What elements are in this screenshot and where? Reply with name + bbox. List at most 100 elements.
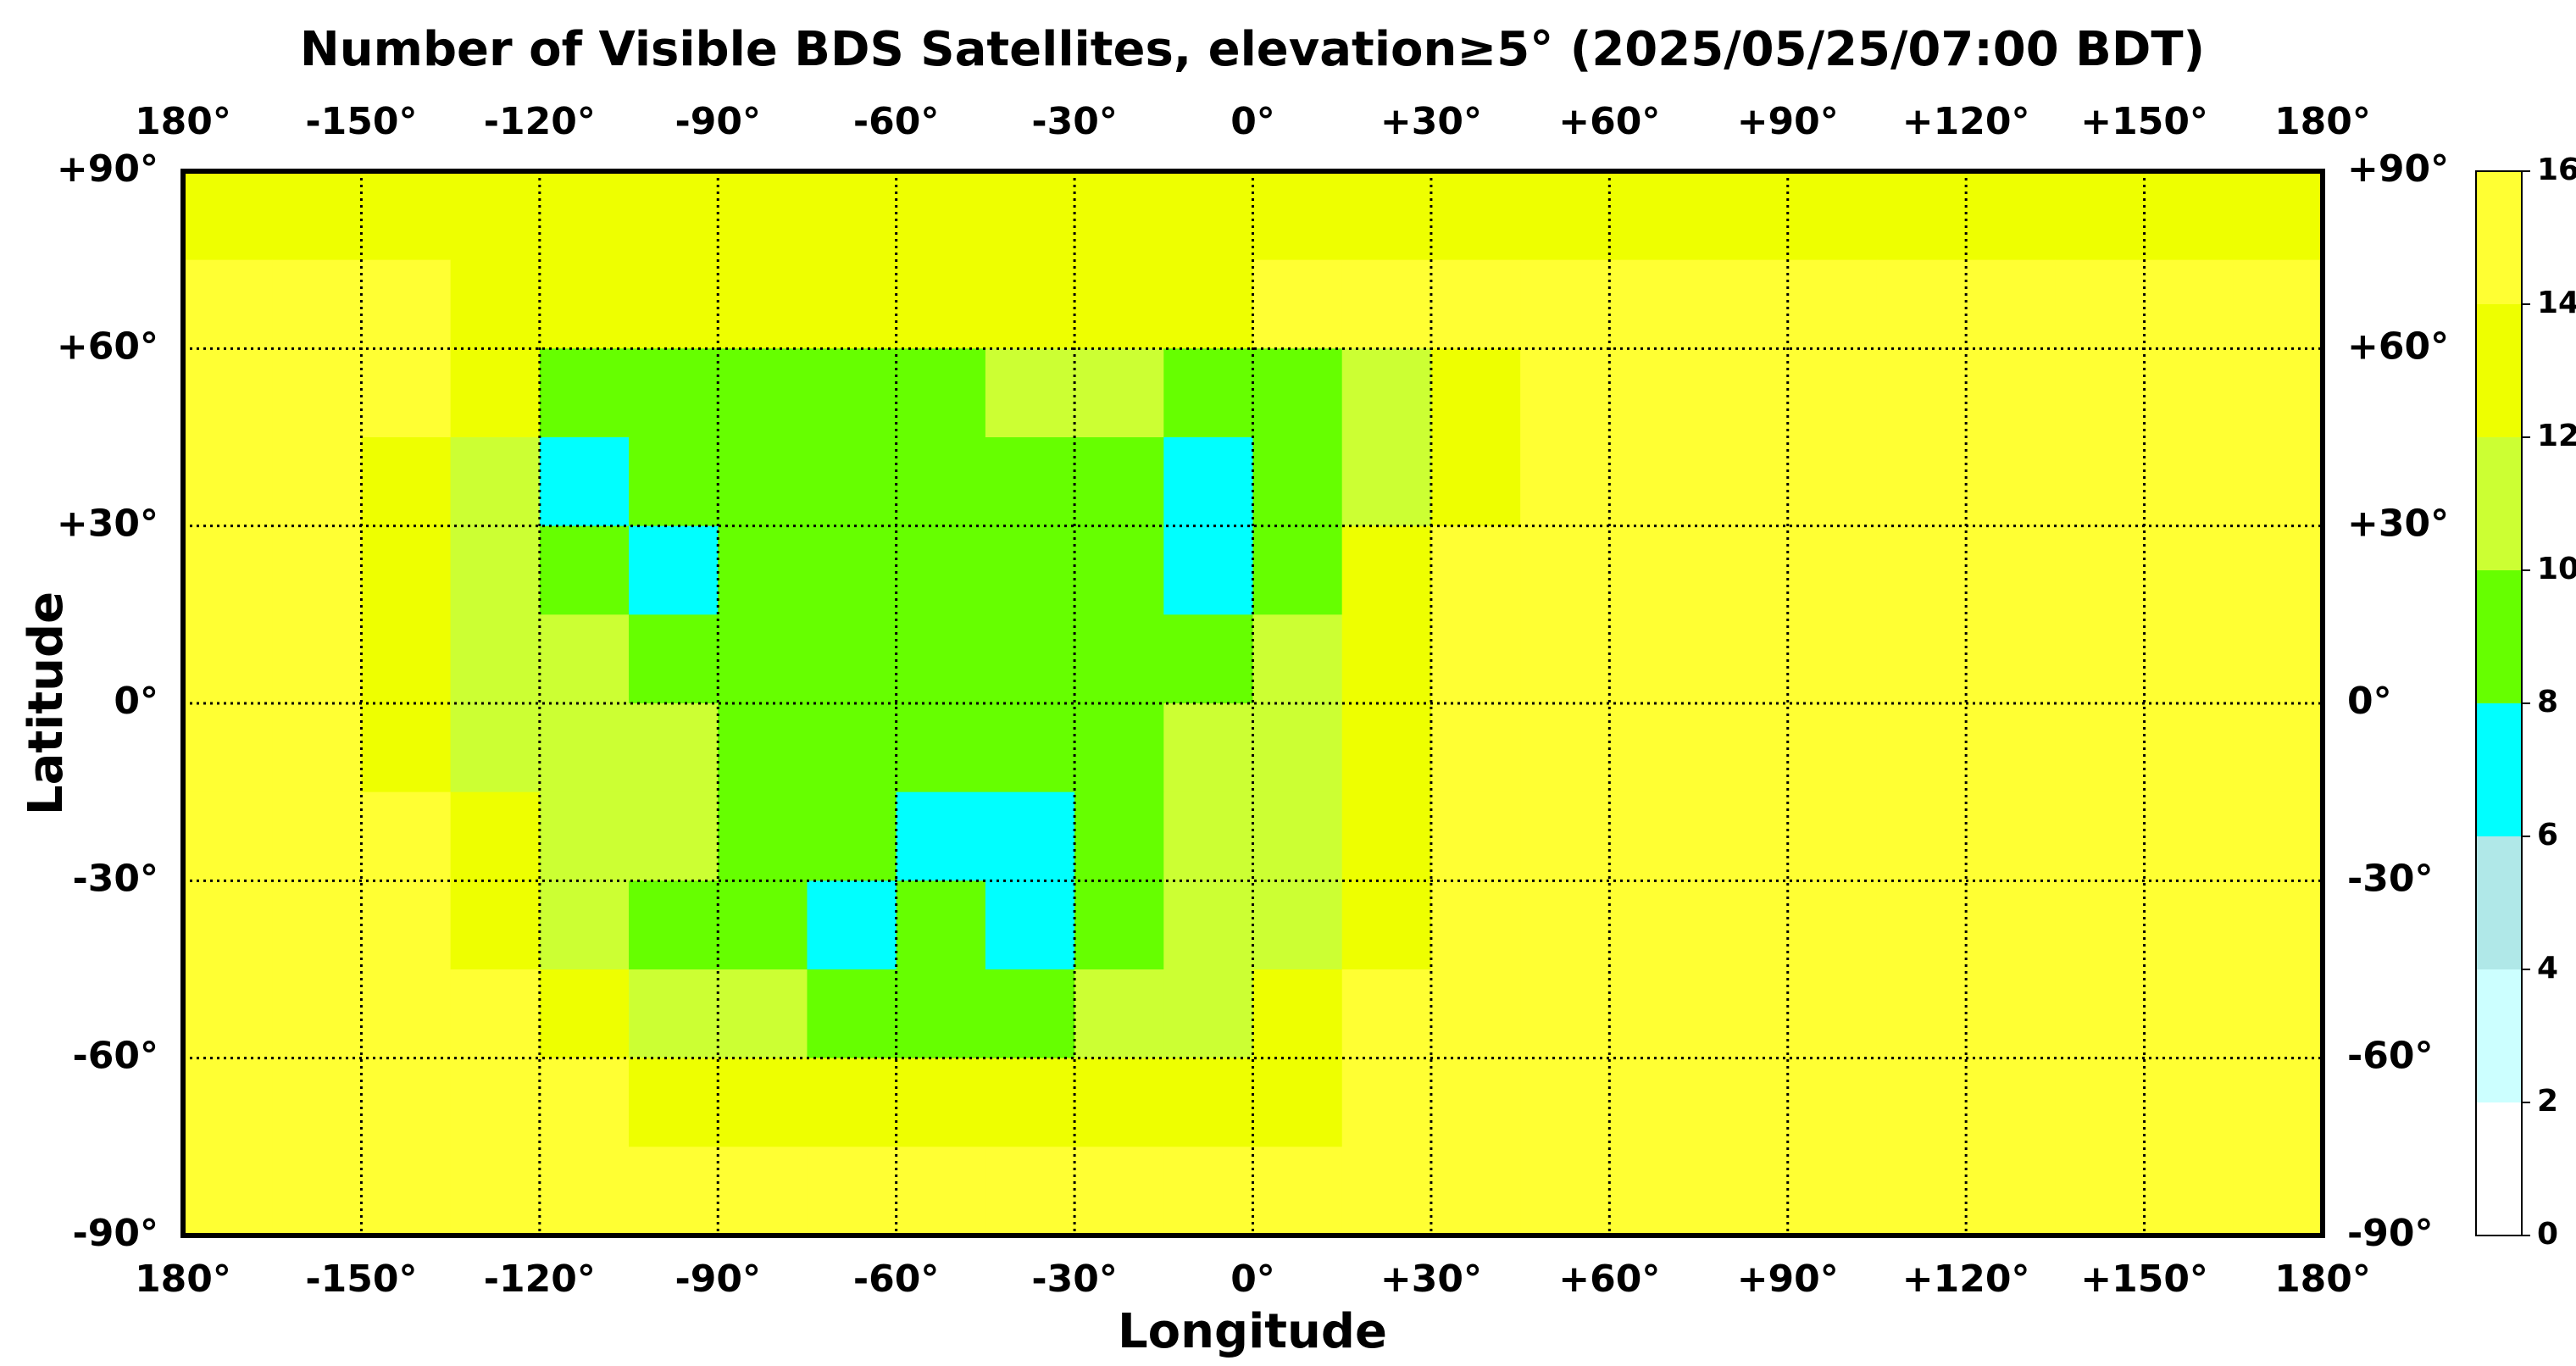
cell xyxy=(1520,880,1610,970)
cell xyxy=(1787,1147,1878,1236)
cell xyxy=(1074,259,1164,349)
cell xyxy=(1787,969,1878,1059)
y-tick-label: -90° xyxy=(73,1212,159,1255)
x-tick-label: -60° xyxy=(853,1258,940,1301)
cell xyxy=(629,1147,719,1236)
cell xyxy=(183,259,273,349)
cell xyxy=(539,880,630,970)
colorbar-segment xyxy=(2476,171,2522,304)
x-tick-label: +150° xyxy=(2080,100,2208,143)
cell xyxy=(361,437,452,527)
cell xyxy=(807,1147,897,1236)
cell xyxy=(985,614,1075,704)
y-tick-label: +60° xyxy=(2347,325,2449,368)
x-tick-label: +60° xyxy=(1558,100,1660,143)
cell xyxy=(985,259,1075,349)
cell xyxy=(1876,437,1967,527)
cell xyxy=(629,437,719,527)
colorbar-tick-label: 16 xyxy=(2537,153,2576,187)
cell xyxy=(1698,969,1789,1059)
cell xyxy=(1787,1058,1878,1147)
cell xyxy=(450,348,541,438)
cell xyxy=(1074,614,1164,704)
cell xyxy=(2233,614,2323,704)
cell xyxy=(2233,525,2323,615)
cell xyxy=(1341,1147,1432,1236)
cell xyxy=(896,171,986,261)
cell xyxy=(539,703,630,793)
cell xyxy=(718,880,808,970)
cell xyxy=(2233,703,2323,793)
cell xyxy=(1787,437,1878,527)
cell xyxy=(718,1058,808,1147)
cell xyxy=(2144,1058,2235,1147)
cell xyxy=(896,614,986,704)
cell xyxy=(450,525,541,615)
cell xyxy=(896,348,986,438)
cell xyxy=(2144,348,2235,438)
cell xyxy=(2233,880,2323,970)
cell xyxy=(1609,791,1700,881)
cell xyxy=(183,1147,273,1236)
cell xyxy=(1430,614,1521,704)
cell xyxy=(1876,703,1967,793)
cell xyxy=(539,171,630,261)
heatmap xyxy=(183,171,2323,1236)
y-axis-label: Latitude xyxy=(19,591,74,815)
x-tick-label: -120° xyxy=(484,1258,596,1301)
colorbar-segment xyxy=(2476,304,2522,437)
cell xyxy=(2144,259,2235,349)
cell xyxy=(1163,791,1253,881)
cell xyxy=(2233,259,2323,349)
cell xyxy=(1787,880,1878,970)
cell xyxy=(896,1147,986,1236)
cell xyxy=(1430,525,1521,615)
cell xyxy=(361,171,452,261)
cell xyxy=(1341,880,1432,970)
cell xyxy=(629,525,719,615)
cell xyxy=(1698,348,1789,438)
cell xyxy=(807,171,897,261)
cell xyxy=(1341,171,1432,261)
cell xyxy=(1074,791,1164,881)
x-tick-label: +150° xyxy=(2080,1258,2208,1301)
cell xyxy=(450,171,541,261)
colorbar-tick-label: 10 xyxy=(2537,552,2576,586)
cell xyxy=(272,1058,362,1147)
cell xyxy=(272,614,362,704)
cell xyxy=(2144,614,2235,704)
cell xyxy=(985,703,1075,793)
colorbar-tick-label: 2 xyxy=(2537,1084,2558,1119)
cell xyxy=(1163,437,1253,527)
x-tick-label: -90° xyxy=(675,1258,762,1301)
cell xyxy=(2055,880,2146,970)
cell xyxy=(450,259,541,349)
cell xyxy=(1163,614,1253,704)
cell xyxy=(1609,703,1700,793)
cell xyxy=(1698,791,1789,881)
cell xyxy=(1698,703,1789,793)
colorbar-tick-label: 8 xyxy=(2537,685,2558,719)
cell xyxy=(539,614,630,704)
cell xyxy=(985,791,1075,881)
cell xyxy=(629,171,719,261)
cell xyxy=(629,614,719,704)
cell xyxy=(985,880,1075,970)
cell xyxy=(896,525,986,615)
cell xyxy=(1252,348,1343,438)
y-tick-label: +90° xyxy=(57,147,158,191)
cell xyxy=(1252,880,1343,970)
cell xyxy=(450,791,541,881)
cell xyxy=(2055,969,2146,1059)
cell xyxy=(896,1058,986,1147)
cell xyxy=(539,437,630,527)
colorbar-tick-label: 12 xyxy=(2537,419,2576,453)
cell xyxy=(1698,525,1789,615)
cell xyxy=(896,969,986,1059)
cell xyxy=(1698,437,1789,527)
y-tick-label: 0° xyxy=(114,680,158,723)
x-tick-label: -90° xyxy=(675,100,762,143)
cell xyxy=(807,703,897,793)
x-tick-label: +30° xyxy=(1380,100,1482,143)
